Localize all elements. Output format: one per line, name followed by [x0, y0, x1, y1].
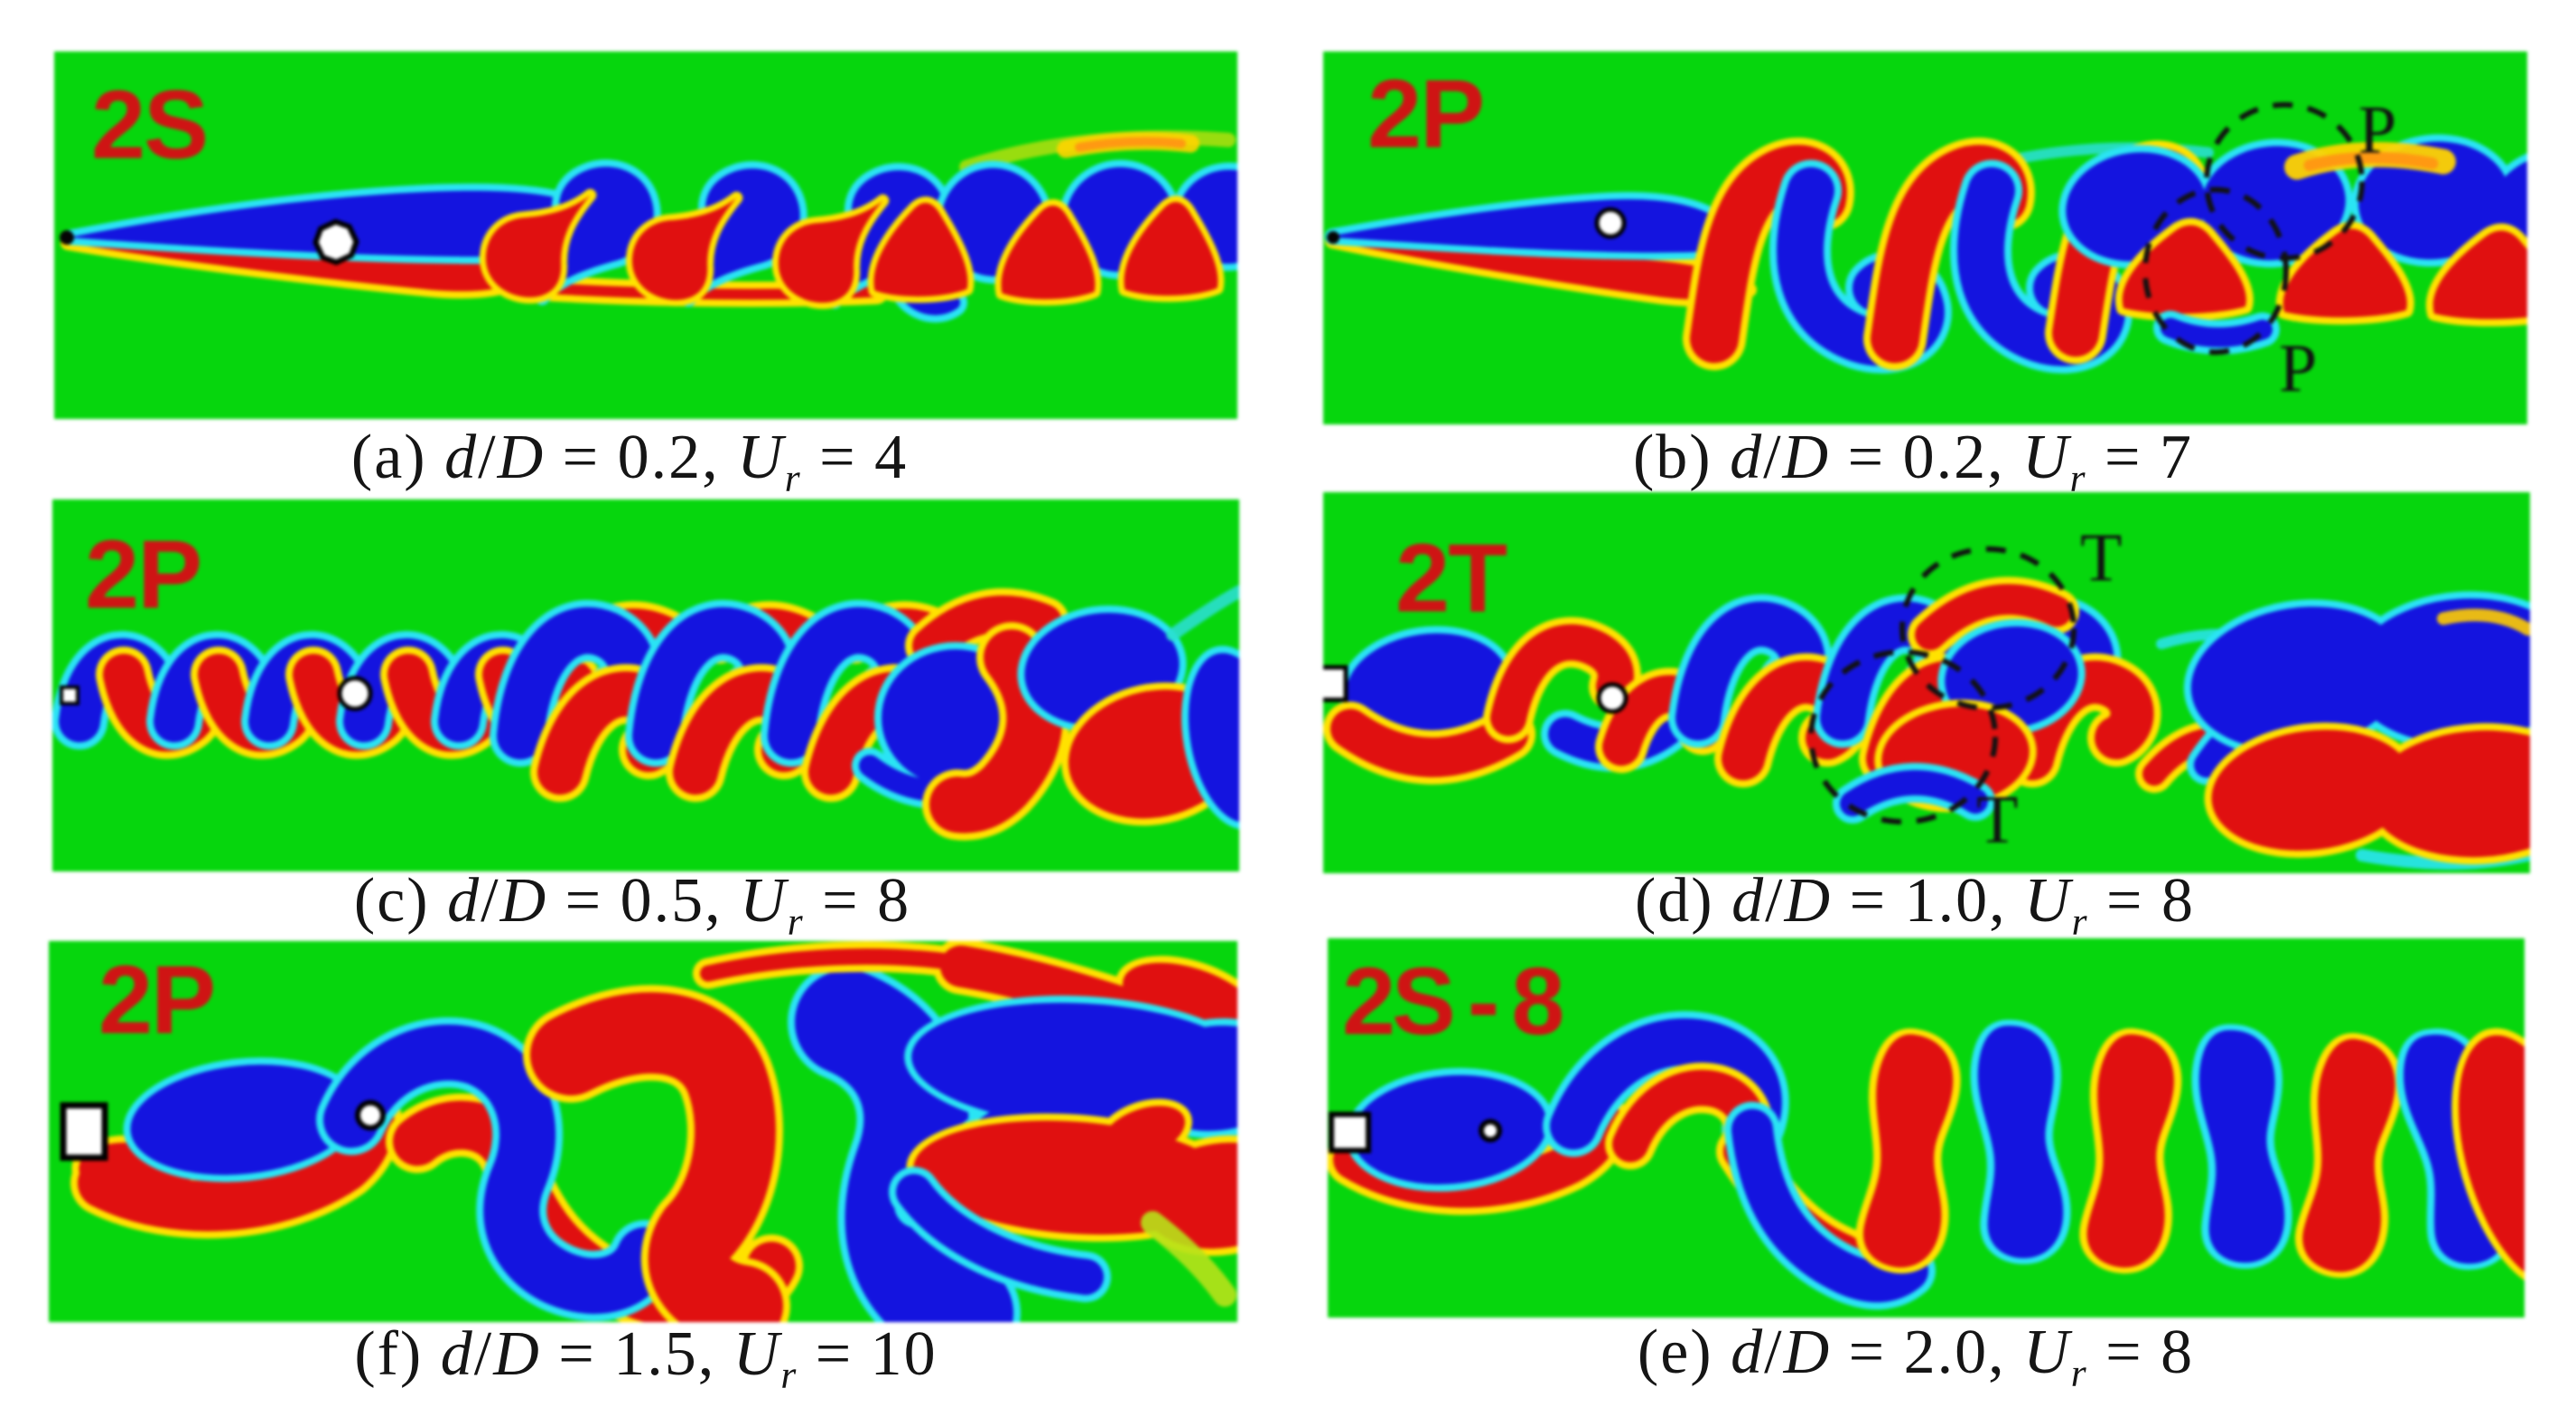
svg-text:T: T — [1976, 782, 2018, 858]
svg-text:2P: 2P — [1367, 59, 1483, 168]
svg-text:2P: 2P — [98, 945, 214, 1054]
svg-text:P: P — [2279, 331, 2317, 406]
svg-text:P: P — [2358, 92, 2396, 168]
svg-text:2S: 2S — [91, 70, 207, 179]
svg-text:2S - 8: 2S - 8 — [1342, 948, 1562, 1055]
svg-text:T: T — [2080, 520, 2122, 596]
svg-text:2P: 2P — [85, 519, 201, 629]
svg-text:2T: 2T — [1395, 523, 1507, 632]
